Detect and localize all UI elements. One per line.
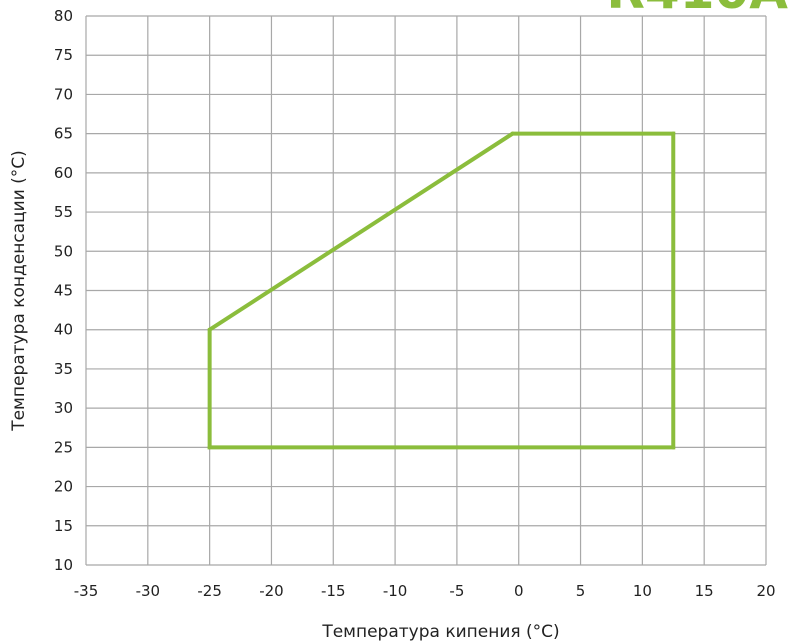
y-tick-label: 20 <box>54 478 73 496</box>
grid <box>85 15 767 566</box>
x-tick-label: 10 <box>633 582 652 600</box>
y-tick-label: 10 <box>54 556 73 574</box>
x-tick-label: -15 <box>321 582 346 600</box>
x-tick-label: 15 <box>695 582 714 600</box>
envelope-vertex <box>207 445 212 450</box>
corner-text-group: R410A <box>606 0 788 20</box>
x-tick-label: -20 <box>259 582 284 600</box>
y-tick-label: 30 <box>54 399 73 417</box>
x-tick-label: 20 <box>756 582 775 600</box>
y-tick-label: 60 <box>54 164 73 182</box>
envelope-vertex <box>207 327 212 332</box>
x-tick-label: 0 <box>514 582 524 600</box>
y-tick-label: 50 <box>54 242 73 260</box>
series-layer <box>207 131 676 450</box>
y-axis-ticks: 10 15 20 25 30 35 40 45 50 55 60 65 70 75 80 <box>54 7 73 574</box>
envelope-vertex <box>671 445 676 450</box>
y-tick-label: 40 <box>54 321 73 339</box>
y-tick-label: 65 <box>54 125 73 143</box>
x-tick-label: 5 <box>576 582 586 600</box>
envelope-vertex <box>671 131 676 136</box>
y-tick-label: 15 <box>54 517 73 535</box>
x-tick-label: -30 <box>136 582 161 600</box>
envelope-vertex <box>510 131 515 136</box>
x-tick-label: -10 <box>383 582 408 600</box>
y-tick-label: 55 <box>54 203 73 221</box>
corner-text: R410A <box>606 0 788 20</box>
y-tick-label: 25 <box>54 438 73 456</box>
y-tick-label: 45 <box>54 282 73 300</box>
x-tick-label: -25 <box>197 582 222 600</box>
y-tick-label: 80 <box>54 7 73 25</box>
y-axis-label: Температура конденсации (°C) <box>9 150 29 432</box>
x-axis-ticks: -35 -30 -25 -20 -15 -10 -5 0 5 10 15 20 <box>74 582 776 600</box>
x-tick-label: -5 <box>449 582 464 600</box>
y-tick-label: 75 <box>54 46 73 64</box>
operating-envelope-line <box>207 131 676 450</box>
y-tick-label: 70 <box>54 85 73 103</box>
x-tick-label: -35 <box>74 582 99 600</box>
x-axis-label: Температура кипения (°C) <box>321 622 559 642</box>
y-tick-label: 35 <box>54 360 73 378</box>
